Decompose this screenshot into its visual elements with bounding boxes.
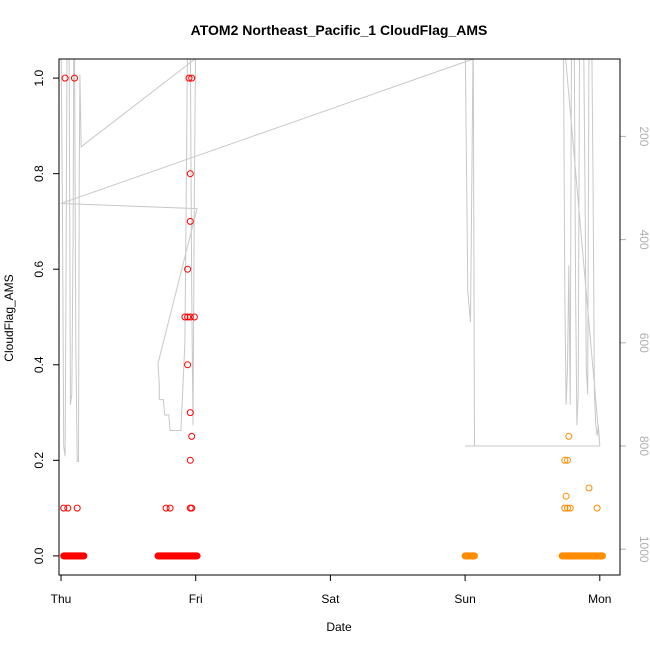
data-point xyxy=(184,361,192,369)
data-point xyxy=(162,504,170,512)
y2-tick-label: 1000 xyxy=(637,536,650,563)
data-point xyxy=(561,504,569,512)
data-point xyxy=(181,313,189,321)
y2-tick-label: 400 xyxy=(637,230,650,250)
data-point xyxy=(564,456,571,464)
data-point xyxy=(186,313,194,321)
data-point xyxy=(561,456,569,464)
x-axis-label: Date xyxy=(326,620,352,634)
data-point xyxy=(186,409,194,417)
data-points xyxy=(60,74,606,560)
y-tick-label: 0.6 xyxy=(32,261,46,278)
y2-tick-label: 800 xyxy=(637,436,650,456)
data-point xyxy=(73,504,81,512)
x-tick-label: Fri xyxy=(189,592,203,606)
data-point xyxy=(562,492,570,500)
data-point xyxy=(188,74,196,82)
y-tick-label: 0.8 xyxy=(32,165,46,182)
data-point xyxy=(184,265,192,273)
data-point xyxy=(186,170,194,178)
data-point xyxy=(188,432,196,440)
data-point xyxy=(186,217,194,225)
data-point xyxy=(184,313,192,321)
data-point xyxy=(64,504,72,512)
altitude-line xyxy=(60,59,601,462)
axes: Thu Fri Sat Sun Mon 0.0 0.2 0.4 0.6 0.8 1.0 200 400 6… xyxy=(32,69,650,606)
y-tick-label: 0.0 xyxy=(32,547,46,564)
y-axis-label: CloudFlag_AMS xyxy=(2,274,16,361)
data-point xyxy=(188,504,196,512)
data-point xyxy=(593,504,601,512)
y2-tick-label: 200 xyxy=(637,126,650,146)
zero-point xyxy=(80,552,88,560)
y-tick-label: 1.0 xyxy=(32,69,46,86)
data-point xyxy=(566,504,574,512)
altitude-trace xyxy=(60,59,601,462)
chart-title: ATOM2 Northeast_Pacific_1 CloudFlag_AMS xyxy=(191,22,488,38)
data-point xyxy=(60,504,68,512)
x-tick-label: Sat xyxy=(321,592,340,606)
data-point xyxy=(61,74,69,82)
data-point xyxy=(166,504,174,512)
zero-point xyxy=(599,552,606,560)
data-point xyxy=(186,456,194,464)
data-point xyxy=(564,504,571,512)
data-point xyxy=(71,74,78,82)
x-tick-label: Mon xyxy=(588,592,611,606)
data-point xyxy=(585,484,593,492)
x-tick-label: Thu xyxy=(51,592,72,606)
data-point xyxy=(185,74,193,82)
zero-point xyxy=(193,552,201,560)
data-point xyxy=(565,432,573,440)
plot-frame xyxy=(58,58,621,576)
y-tick-label: 0.4 xyxy=(32,356,46,373)
y-tick-label: 0.2 xyxy=(32,452,46,469)
data-point xyxy=(190,313,198,321)
zero-point xyxy=(471,552,478,560)
y2-tick-label: 600 xyxy=(637,333,650,353)
x-tick-label: Sun xyxy=(454,592,475,606)
